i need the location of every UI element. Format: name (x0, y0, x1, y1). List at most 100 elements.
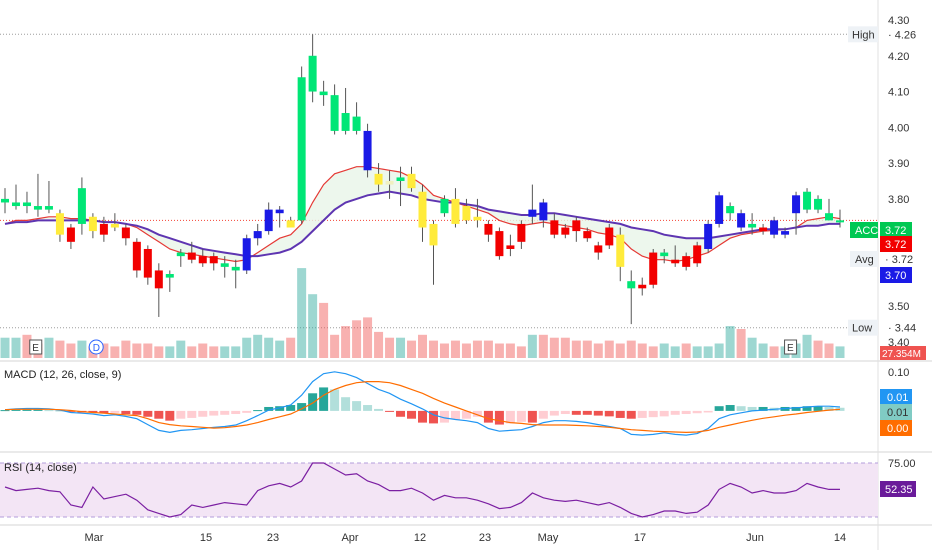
volume-bar (44, 337, 54, 358)
x-tick-label: Jun (746, 532, 764, 544)
volume-bar (363, 317, 373, 358)
macd-histogram-bar (264, 406, 274, 411)
candle-body (77, 188, 86, 224)
rsi-pane[interactable] (0, 462, 878, 518)
candle-body (693, 245, 702, 264)
macd-badge (880, 404, 912, 420)
badge-label: ACC (855, 225, 878, 237)
candle-body (770, 220, 779, 235)
macd-histogram-bar (0, 410, 10, 412)
macd-title: MACD (12, 26, close, 9) (4, 369, 121, 381)
volume-bar (560, 337, 570, 358)
volume-bar (516, 346, 526, 358)
x-tick-label: 14 (834, 532, 846, 544)
candle-body (814, 198, 823, 210)
macd-histogram-bar (593, 410, 603, 416)
price-pane[interactable] (0, 33, 878, 358)
macd-histogram-bar (659, 410, 669, 417)
reference-label-high: High (852, 29, 875, 41)
volume-bar (769, 346, 779, 358)
macd-histogram-bar (461, 410, 471, 419)
macd-histogram-bar (725, 405, 735, 411)
macd-histogram-bar (560, 410, 570, 415)
candle-body (506, 245, 515, 249)
volume-bar (439, 343, 449, 358)
x-tick-label: 12 (414, 532, 426, 544)
volume-bar (198, 343, 208, 358)
macd-histogram-bar (527, 410, 537, 423)
volume-bar (527, 334, 537, 358)
macd-histogram-bar (549, 410, 559, 416)
macd-histogram-bar (494, 410, 504, 425)
candle-body (297, 77, 306, 221)
rsi-line (4, 462, 840, 518)
candle-body (704, 223, 713, 249)
x-tick-label: 23 (479, 532, 491, 544)
macd-histogram-bar (154, 410, 164, 419)
candle-body (198, 256, 207, 264)
volume-bar (286, 337, 296, 358)
candle-body (407, 173, 416, 189)
candle-body (66, 227, 75, 242)
candle-body (352, 116, 361, 131)
volume-bar (747, 337, 757, 358)
macd-histogram-bar (483, 410, 493, 423)
volume-bar (341, 326, 351, 358)
macd-histogram-bar (176, 410, 186, 419)
badge-label: Avg (855, 254, 874, 266)
reference-label-bg (848, 26, 878, 43)
candle-body (616, 234, 625, 267)
dividend-marker-label: D (93, 343, 100, 354)
volume-bar (593, 343, 603, 358)
price-tick-label: 4.00 (888, 122, 909, 134)
macd-histogram-bar (297, 403, 307, 411)
volume-bar (648, 346, 658, 358)
macd-histogram-bar (308, 393, 318, 411)
candle-body (44, 206, 53, 210)
candle-body (11, 202, 20, 207)
volume-bar (396, 337, 406, 358)
candle-body (341, 113, 350, 131)
macd-histogram-bar (428, 410, 438, 424)
macd-badge (880, 420, 912, 436)
candle-body (1, 198, 9, 203)
volume-badge-value: 27.354M (882, 349, 921, 360)
candle-body (176, 252, 185, 257)
candle-body (143, 248, 152, 278)
candle-body (385, 181, 394, 185)
volume-bar (253, 334, 263, 358)
volume-bar (352, 320, 362, 358)
volume-bar (242, 337, 252, 358)
candle-body (363, 130, 372, 171)
macd-histogram-bar (615, 410, 625, 418)
volume-bar (275, 340, 285, 358)
candle-body (539, 202, 548, 221)
price-badge (880, 267, 912, 283)
candle-body (286, 220, 295, 228)
volume-bar (418, 334, 427, 358)
volume-bar (472, 340, 482, 358)
volume-bar (264, 337, 274, 358)
volume-bar (626, 340, 636, 358)
volume-bar (407, 340, 417, 358)
volume-bar (637, 343, 647, 358)
macd-histogram-bar (66, 410, 76, 412)
macd-line (4, 371, 841, 436)
macd-histogram-bar (439, 410, 449, 423)
macd-histogram-bar (824, 406, 834, 411)
candle-body (550, 220, 559, 235)
macd-histogram-bar (747, 406, 757, 411)
candle-body (572, 220, 581, 232)
reference-label-low: Low (852, 323, 872, 335)
volume-bar (66, 343, 76, 358)
macd-pane[interactable] (0, 371, 845, 436)
candle-body (209, 256, 218, 264)
macd-histogram-bar (88, 410, 98, 413)
earnings-marker (784, 339, 798, 355)
macd-histogram-bar (341, 397, 351, 411)
candle-body (99, 223, 108, 235)
badge-label-bg (850, 222, 878, 238)
macd-histogram-bar (198, 410, 208, 417)
reference-label-bg (848, 319, 878, 336)
volume-bar (220, 346, 230, 358)
